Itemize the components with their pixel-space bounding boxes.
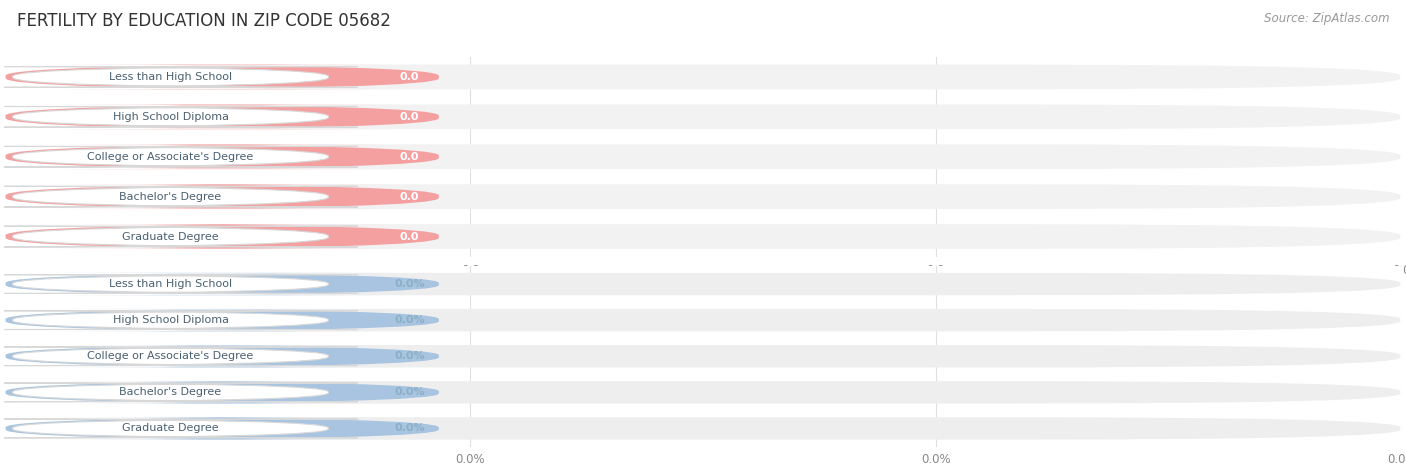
- FancyBboxPatch shape: [6, 184, 1400, 209]
- Text: 0.0: 0.0: [1392, 264, 1406, 276]
- FancyBboxPatch shape: [0, 226, 357, 247]
- Text: Source: ZipAtlas.com: Source: ZipAtlas.com: [1264, 12, 1389, 25]
- FancyBboxPatch shape: [6, 65, 1400, 89]
- FancyBboxPatch shape: [0, 275, 357, 294]
- FancyBboxPatch shape: [6, 417, 439, 440]
- FancyBboxPatch shape: [6, 104, 1400, 129]
- FancyBboxPatch shape: [0, 186, 357, 207]
- Text: 0.0: 0.0: [399, 112, 419, 122]
- Text: 0.0: 0.0: [461, 264, 479, 276]
- Text: 0.0%: 0.0%: [1386, 453, 1406, 466]
- Text: Graduate Degree: Graduate Degree: [122, 231, 219, 242]
- FancyBboxPatch shape: [6, 273, 1400, 295]
- Text: 0.0: 0.0: [927, 264, 945, 276]
- FancyBboxPatch shape: [0, 347, 357, 366]
- Text: 0.0%: 0.0%: [456, 453, 485, 466]
- FancyBboxPatch shape: [6, 273, 439, 295]
- Text: High School Diploma: High School Diploma: [112, 112, 229, 122]
- FancyBboxPatch shape: [6, 345, 439, 368]
- FancyBboxPatch shape: [6, 417, 1400, 440]
- Text: 0.0%: 0.0%: [921, 453, 950, 466]
- FancyBboxPatch shape: [6, 309, 439, 332]
- FancyBboxPatch shape: [6, 144, 1400, 169]
- FancyBboxPatch shape: [6, 224, 439, 249]
- Text: Graduate Degree: Graduate Degree: [122, 423, 219, 434]
- FancyBboxPatch shape: [0, 383, 357, 402]
- FancyBboxPatch shape: [6, 104, 439, 129]
- FancyBboxPatch shape: [6, 65, 439, 89]
- Text: Bachelor's Degree: Bachelor's Degree: [120, 387, 222, 398]
- Text: 0.0%: 0.0%: [394, 351, 425, 361]
- FancyBboxPatch shape: [6, 345, 1400, 368]
- FancyBboxPatch shape: [6, 309, 1400, 332]
- Text: 0.0%: 0.0%: [394, 279, 425, 289]
- Text: College or Associate's Degree: College or Associate's Degree: [87, 351, 253, 361]
- FancyBboxPatch shape: [0, 311, 357, 330]
- Text: Less than High School: Less than High School: [110, 279, 232, 289]
- FancyBboxPatch shape: [0, 106, 357, 127]
- FancyBboxPatch shape: [0, 66, 357, 87]
- Text: FERTILITY BY EDUCATION IN ZIP CODE 05682: FERTILITY BY EDUCATION IN ZIP CODE 05682: [17, 12, 391, 30]
- Text: 0.0: 0.0: [399, 72, 419, 82]
- Text: Less than High School: Less than High School: [110, 72, 232, 82]
- Text: 0.0: 0.0: [399, 231, 419, 242]
- Text: 0.0: 0.0: [399, 191, 419, 202]
- Text: 0.0%: 0.0%: [394, 387, 425, 398]
- Text: 0.0%: 0.0%: [394, 315, 425, 325]
- FancyBboxPatch shape: [6, 184, 439, 209]
- Text: 0.0: 0.0: [399, 152, 419, 162]
- FancyBboxPatch shape: [6, 381, 439, 404]
- Text: High School Diploma: High School Diploma: [112, 315, 229, 325]
- FancyBboxPatch shape: [6, 144, 439, 169]
- Text: Bachelor's Degree: Bachelor's Degree: [120, 191, 222, 202]
- FancyBboxPatch shape: [6, 381, 1400, 404]
- FancyBboxPatch shape: [0, 146, 357, 167]
- FancyBboxPatch shape: [6, 224, 1400, 249]
- Text: 0.0%: 0.0%: [394, 423, 425, 434]
- FancyBboxPatch shape: [0, 419, 357, 438]
- Text: College or Associate's Degree: College or Associate's Degree: [87, 152, 253, 162]
